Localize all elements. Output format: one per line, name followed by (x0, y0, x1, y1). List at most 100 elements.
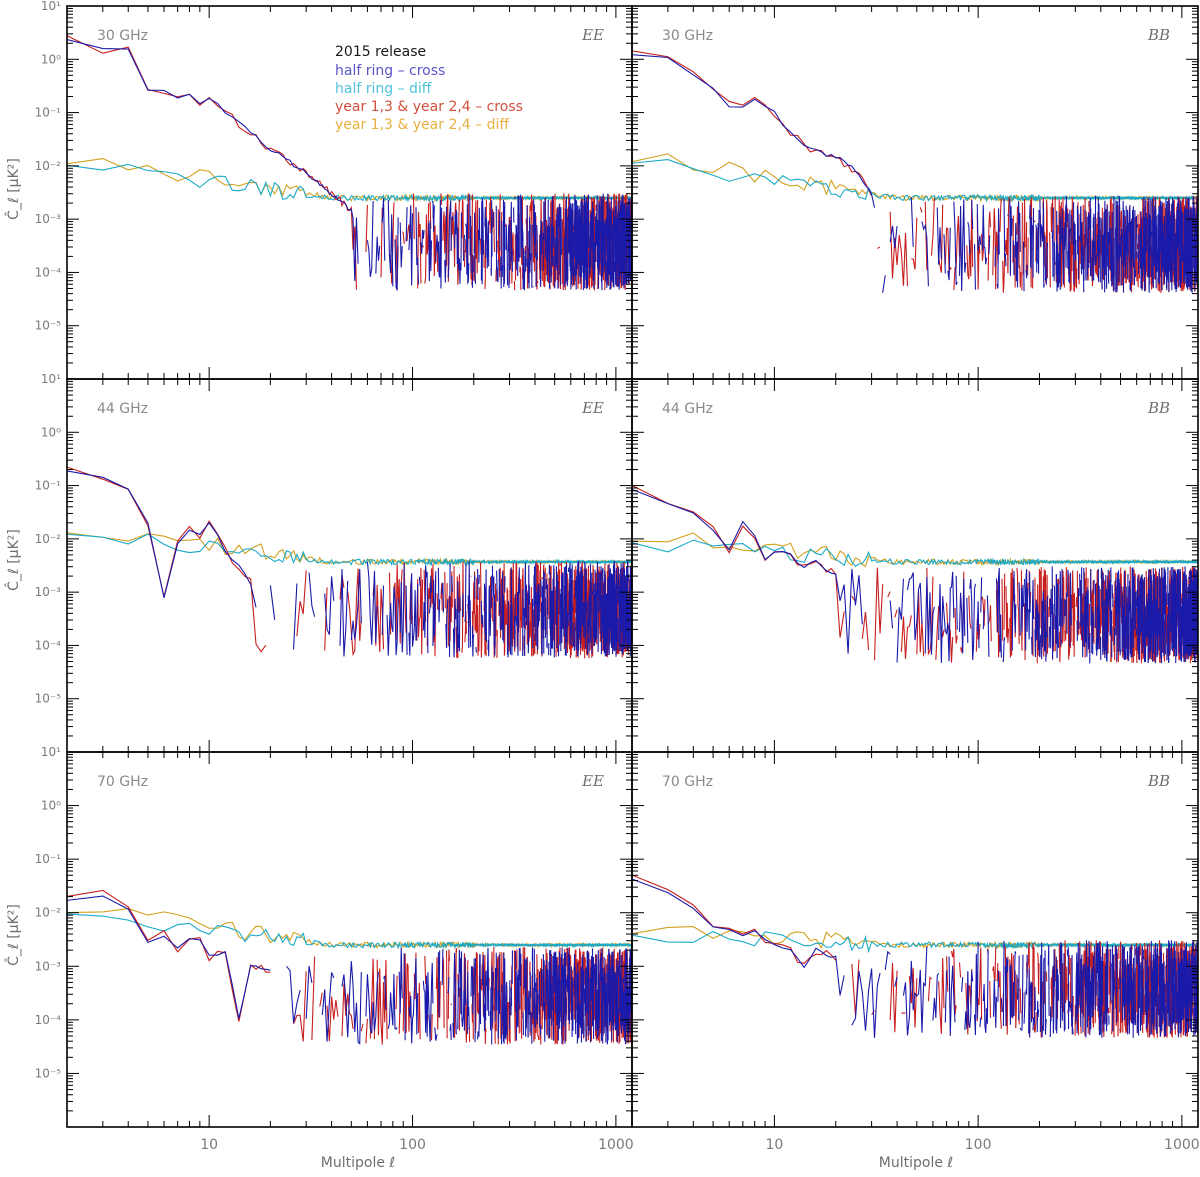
series-year-cross-70ghz-ee-seg-9 (376, 959, 388, 1045)
series-halfring-cross-70ghz-ee-seg-30 (497, 954, 501, 1039)
series-halfring-cross-70ghz-bb-seg-22 (1019, 1027, 1022, 1031)
series-halfring-diff-44ghz-bb (632, 539, 1198, 567)
series-halfring-cross-44ghz-ee-seg-10 (399, 563, 405, 653)
series-halfring-cross-70ghz-bb-seg-16 (1002, 941, 1005, 1027)
series-halfring-cross-30ghz-ee-seg-93 (580, 199, 583, 278)
series-halfring-cross-30ghz-bb-seg-20 (1009, 198, 1013, 276)
series-halfring-cross-70ghz-bb-seg-56 (1097, 943, 1100, 1012)
series-halfring-cross-30ghz-bb-seg-24 (1025, 264, 1028, 279)
series-year-cross-44ghz-ee-seg-40 (503, 563, 509, 656)
series-halfring-cross-30ghz-ee-seg-13 (435, 200, 443, 289)
series-halfring-cross-44ghz-bb-seg-48 (1092, 612, 1094, 655)
series-halfring-cross-44ghz-bb-seg-2 (896, 578, 905, 663)
y-tick-label: 10⁻¹ (35, 106, 62, 120)
series-halfring-cross-44ghz-ee-seg-90 (572, 622, 575, 651)
series-halfring-cross-70ghz-bb-seg-26 (1028, 968, 1033, 1038)
series-halfring-cross-30ghz-ee-seg-1 (366, 201, 374, 277)
series-halfring-cross-44ghz-ee-seg-133 (609, 568, 611, 645)
series-year-cross-70ghz-ee-seg-1 (293, 971, 307, 1042)
series-halfring-cross-70ghz-ee-seg-26 (489, 987, 492, 1031)
legend-entry-year-cross: year 1,3 & year 2,4 – cross (335, 99, 523, 115)
series-halfring-cross-70ghz-ee-seg-95 (590, 956, 593, 1001)
series-halfring-cross-44ghz-ee-seg-8 (381, 585, 385, 635)
series-year-cross-44ghz-bb-seg-25 (1023, 603, 1026, 661)
series-halfring-cross-44ghz-bb-seg-6 (955, 575, 958, 630)
series-halfring-cross-30ghz-bb-seg-46 (1088, 214, 1091, 230)
series-halfring-cross-70ghz-ee-seg-11 (422, 962, 434, 1042)
series-halfring-cross-44ghz-bb-seg-9 (969, 579, 976, 660)
series-halfring-cross-70ghz-ee-seg-8 (398, 947, 403, 1014)
series-year-cross-44ghz-bb-seg-23 (1016, 568, 1020, 644)
series-halfring-cross-44ghz-ee-seg-94 (577, 561, 580, 651)
series-year-cross-30ghz-bb-seg-20 (1021, 202, 1023, 291)
series-halfring-cross-30ghz-ee-seg-29 (495, 205, 498, 282)
series-halfring-cross-70ghz-bb-seg-12 (982, 949, 989, 1033)
series-halfring-cross-70ghz-bb-seg-72 (1122, 946, 1125, 1008)
series-halfring-cross-70ghz-ee-seg-20 (470, 958, 475, 1015)
series-year-cross-44ghz-ee-seg-45 (519, 579, 522, 652)
series-halfring-cross-70ghz-bb-seg-49 (1086, 940, 1090, 1028)
series-year-cross-30ghz-bb-seg-80 (1125, 246, 1128, 284)
series-halfring-cross-44ghz-ee-seg-95 (578, 566, 582, 649)
series-year-cross-44ghz-ee-seg-16 (444, 572, 446, 609)
series-halfring-cross-70ghz-bb-seg-24 (1023, 991, 1026, 1024)
series-halfring-cross-44ghz-bb-seg-111 (1162, 577, 1164, 653)
series-halfring-cross-70ghz-ee-seg-153 (625, 948, 628, 1032)
series-halfring-cross-30ghz-ee-seg-5 (394, 217, 399, 291)
series-halfring-cross-30ghz-ee-seg-7 (405, 207, 408, 242)
series-halfring-cross-30ghz-ee-seg-4 (387, 199, 394, 287)
series-halfring-cross-30ghz-bb-seg-40 (1076, 205, 1080, 280)
x-tick-label: 100 (399, 1137, 426, 1153)
series-halfring-cross-44ghz-ee-seg-83 (565, 563, 568, 656)
series-halfring-cross-70ghz-bb-seg-10 (973, 941, 979, 1036)
series-halfring-cross-30ghz-ee-seg-16 (451, 216, 454, 221)
series-halfring-cross-70ghz-bb-seg-6 (944, 970, 948, 1023)
x-tick-label: 100 (965, 1137, 992, 1153)
series-halfring-cross-44ghz-bb-seg-71 (1122, 570, 1126, 661)
series-year-cross-70ghz-ee-seg-2 (311, 956, 316, 1041)
series-year-cross-44ghz-ee-seg-80 (566, 573, 569, 653)
y-tick-label: 10⁻² (35, 906, 62, 920)
x-tick-label: 10 (765, 1137, 783, 1153)
series-halfring-cross-44ghz-ee-seg-3 (308, 572, 316, 617)
series-halfring-cross-44ghz-bb-seg-114 (1164, 569, 1167, 655)
series-halfring-cross-44ghz-bb-seg-94 (1148, 589, 1151, 653)
series-halfring-cross-70ghz-ee-seg-37 (515, 971, 518, 1041)
series-halfring-cross-44ghz-bb-seg-75 (1127, 586, 1130, 661)
series-halfring-cross-30ghz-bb-seg-11 (971, 200, 974, 230)
series-halfring-cross-70ghz-bb-seg-32 (1044, 950, 1047, 1035)
series-halfring-cross-30ghz-bb-seg-113 (1157, 214, 1159, 283)
series-halfring-cross-70ghz-bb-seg-147 (1179, 948, 1183, 1034)
x-tick-label: 1000 (1164, 1137, 1200, 1153)
series-halfring-cross-44ghz-bb-seg-52 (1097, 569, 1101, 650)
series-halfring-cross-70ghz-ee-seg-1 (286, 965, 301, 1023)
series-halfring-cross-70ghz-bb-seg-46 (1079, 954, 1083, 1027)
series-year-cross-30ghz-bb-seg-88 (1135, 251, 1138, 282)
y-tick-label: 10⁰ (41, 52, 61, 66)
series-halfring-cross-30ghz-ee-seg-35 (505, 224, 509, 286)
series-halfring-cross-70ghz-bb-seg-70 (1119, 960, 1122, 1013)
series-year-cross-30ghz-bb-seg-6 (930, 197, 935, 256)
series-year-cross-70ghz-bb-seg-30 (1036, 952, 1040, 995)
series-halfring-cross-44ghz-ee-seg-16 (432, 571, 437, 646)
series-halfring-cross-30ghz-ee-seg-25 (484, 207, 487, 258)
y-tick-label: 10⁻⁴ (35, 1013, 62, 1027)
series-halfring-cross-70ghz-ee-seg-110 (600, 948, 603, 1041)
series-year-cross-44ghz-ee-seg-46 (520, 568, 524, 629)
series-halfring-cross-30ghz-ee-seg-21 (471, 254, 474, 288)
series-halfring-cross-44ghz-bb-seg-0 (632, 488, 863, 654)
series-halfring-cross-70ghz-bb-seg-53 (1094, 946, 1096, 1010)
plot-area-70ghz-ee (67, 889, 632, 1045)
series-halfring-cross-44ghz-bb-seg-116 (1166, 614, 1168, 661)
series-year-cross-70ghz-ee-seg-21 (450, 1003, 453, 1006)
series-halfring-cross-30ghz-bb-seg-5 (936, 207, 942, 265)
series-halfring-cross-44ghz-bb-seg-43 (1084, 590, 1088, 657)
series-halfring-cross-44ghz-ee-seg-11 (405, 585, 408, 655)
series-year-cross-70ghz-ee-seg-14 (417, 983, 421, 1040)
series-halfring-cross-44ghz-bb-seg-20 (1028, 572, 1031, 640)
series-halfring-cross-70ghz-ee-seg-32 (502, 953, 508, 1044)
legend: 2015 release half ring – cross half ring… (335, 44, 523, 133)
series-halfring-cross-30ghz-bb-seg-34 (1055, 210, 1062, 292)
series-halfring-cross-70ghz-bb-seg-50 (1088, 946, 1092, 1036)
y-axis-title-row-2: Ĉ_ℓ [μK²] (4, 529, 22, 591)
